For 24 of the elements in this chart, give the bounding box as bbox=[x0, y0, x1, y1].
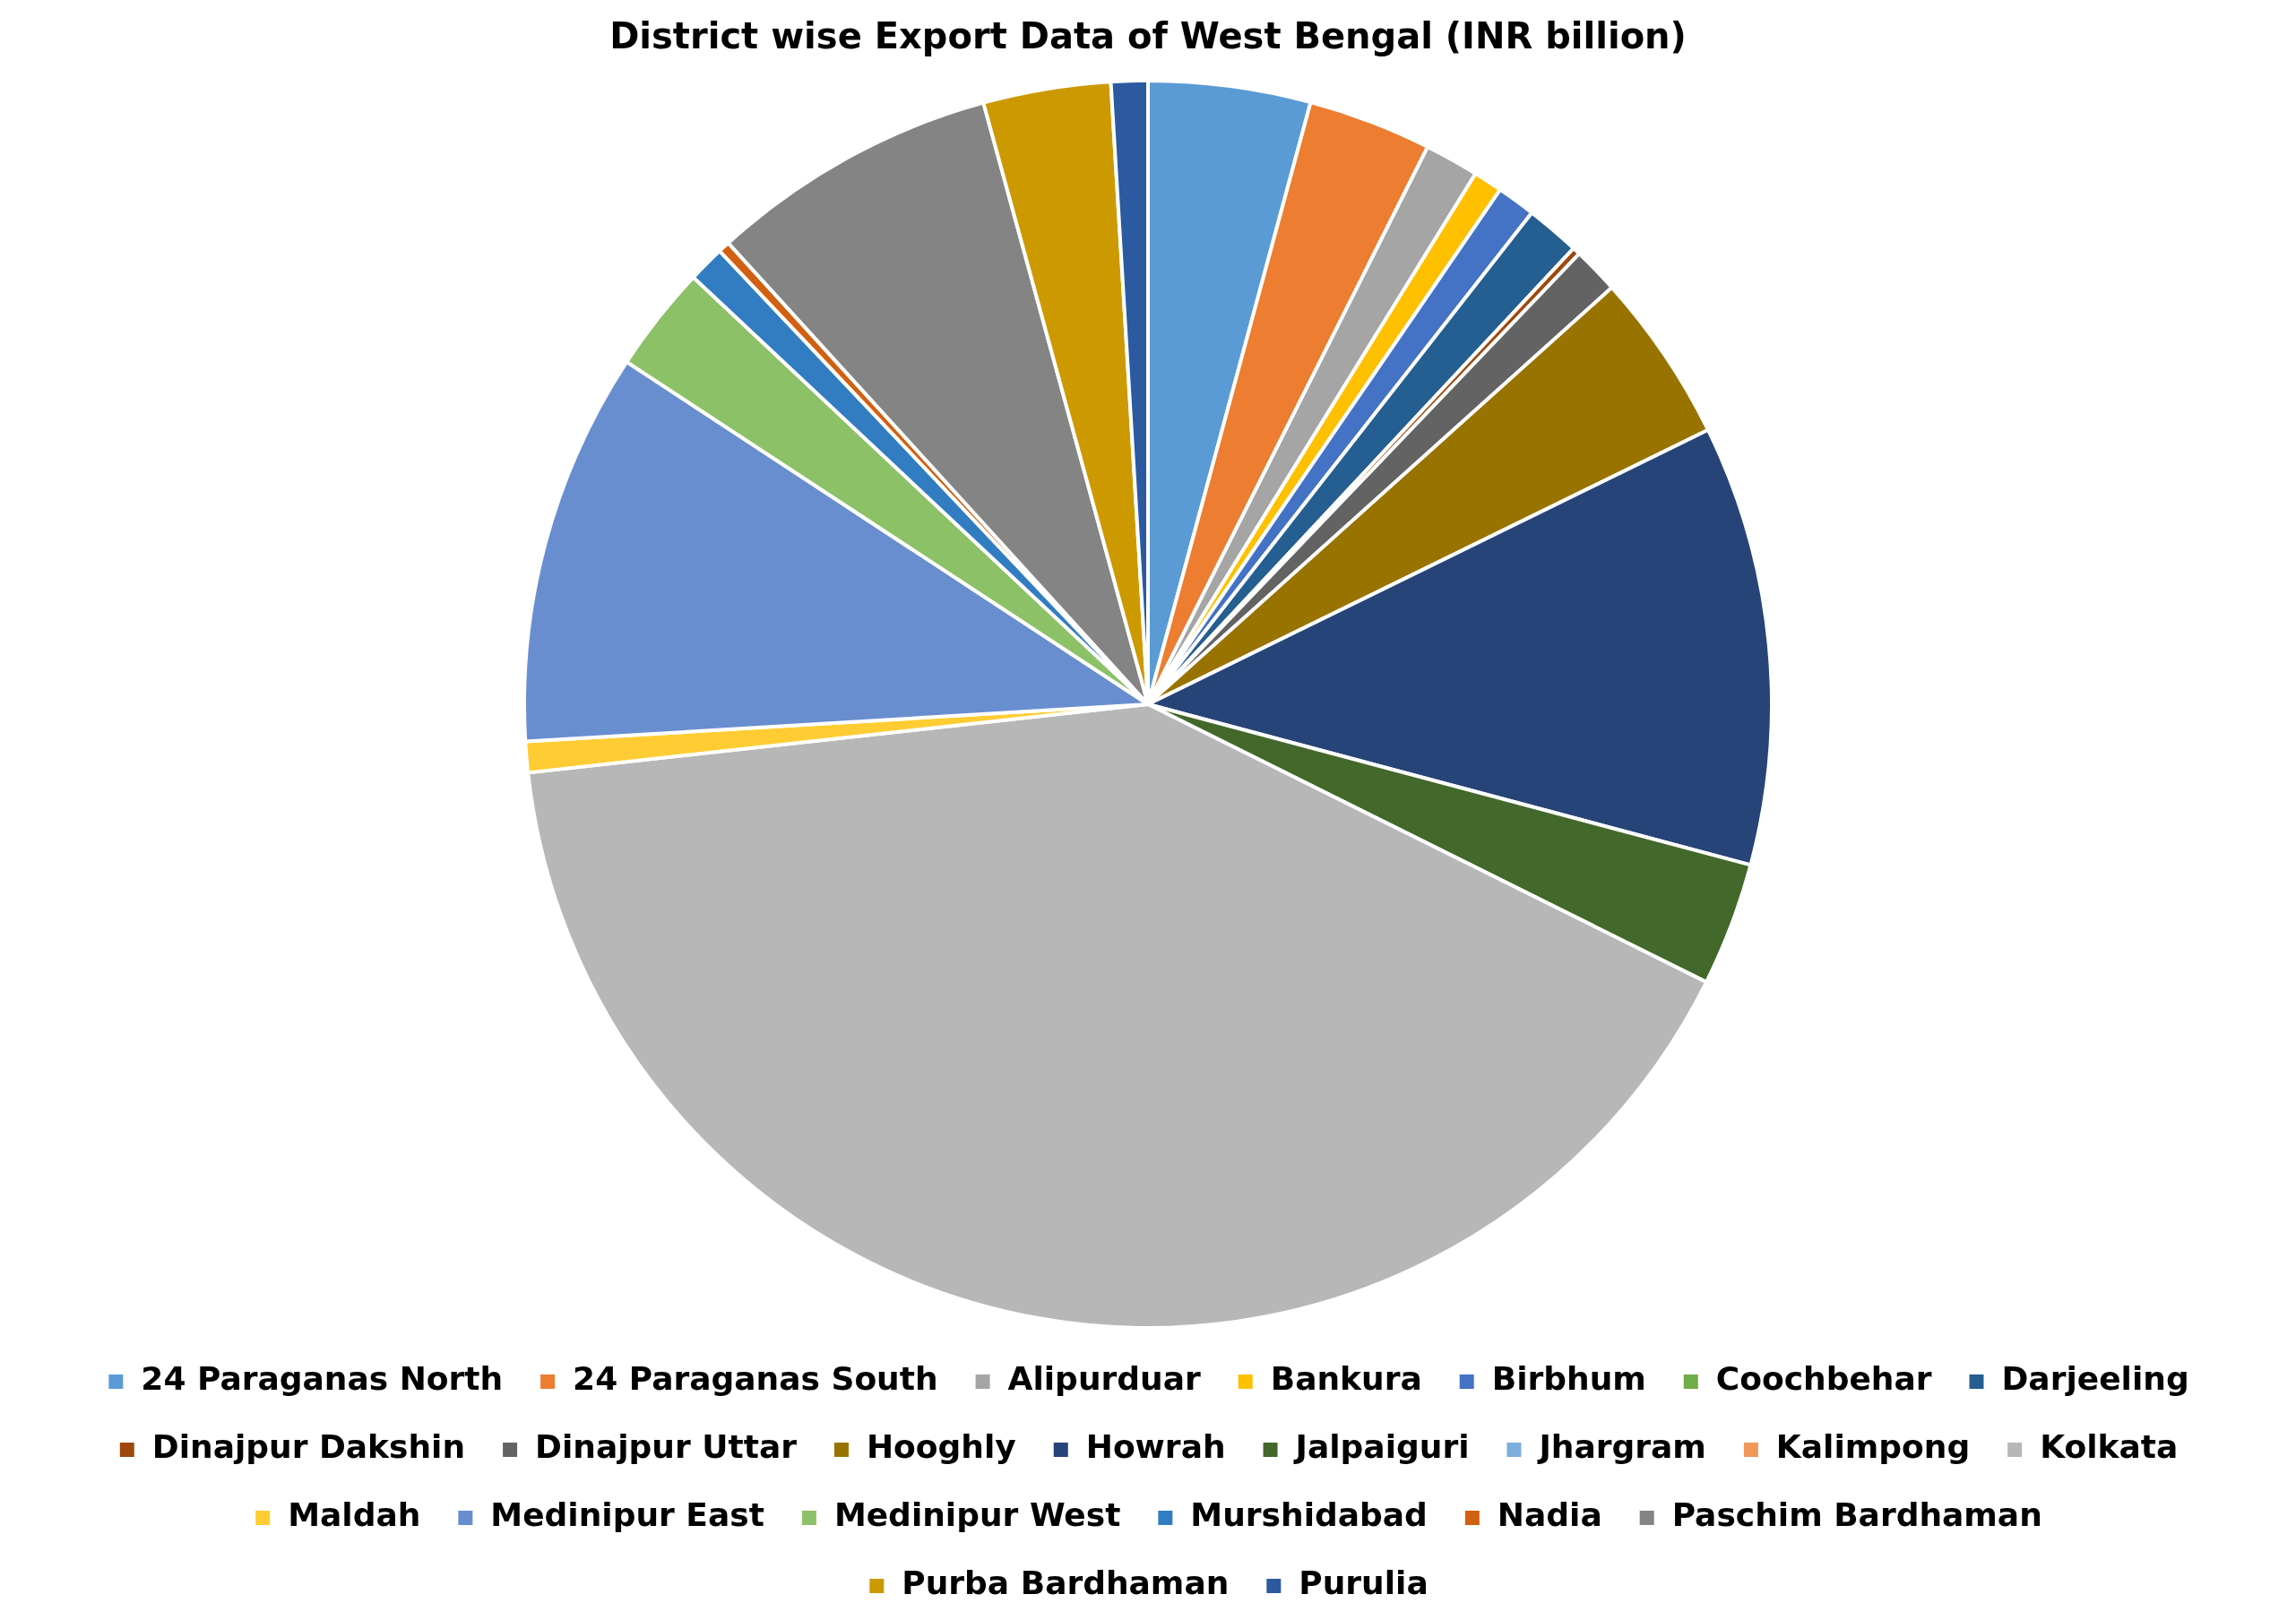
legend-label: 24 Paraganas South bbox=[573, 1360, 938, 1398]
legend-label: Murshidabad bbox=[1190, 1496, 1428, 1534]
legend-label: Bankura bbox=[1270, 1360, 1422, 1398]
legend-label: Maldah bbox=[288, 1496, 421, 1534]
legend-label: Medinipur West bbox=[833, 1496, 1121, 1534]
legend-label: Jhargram bbox=[1536, 1428, 1706, 1466]
legend-label: Hooghly bbox=[866, 1428, 1016, 1466]
legend-label: Kolkata bbox=[2040, 1428, 2179, 1466]
legend-label: Dinajpur Uttar bbox=[535, 1428, 798, 1466]
legend-label: Kalimpong bbox=[1775, 1428, 1971, 1466]
legend-label: Medinipur East bbox=[490, 1496, 764, 1534]
legend-label: Alipurduar bbox=[1007, 1360, 1201, 1398]
legend-label: 24 Paraganas North bbox=[141, 1360, 504, 1398]
legend-label: Birbhum bbox=[1491, 1360, 1646, 1398]
legend-label: Paschim Bardhaman bbox=[1671, 1496, 2042, 1534]
legend-label: Nadia bbox=[1497, 1496, 1602, 1534]
legend-label: Purulia bbox=[1299, 1564, 1429, 1602]
legend-label: Purba Bardhaman bbox=[902, 1564, 1230, 1602]
legend-label: Howrah bbox=[1085, 1428, 1226, 1466]
legend-label: Coochbehar bbox=[1715, 1360, 1932, 1398]
legend-label: Jalpaiguri bbox=[1292, 1428, 1470, 1466]
chart-title: District wise Export Data of West Bengal (INR billion) bbox=[609, 15, 1687, 57]
legend-label: Dinajpur Dakshin bbox=[151, 1428, 466, 1466]
legend-label: Darjeeling bbox=[2001, 1360, 2189, 1398]
